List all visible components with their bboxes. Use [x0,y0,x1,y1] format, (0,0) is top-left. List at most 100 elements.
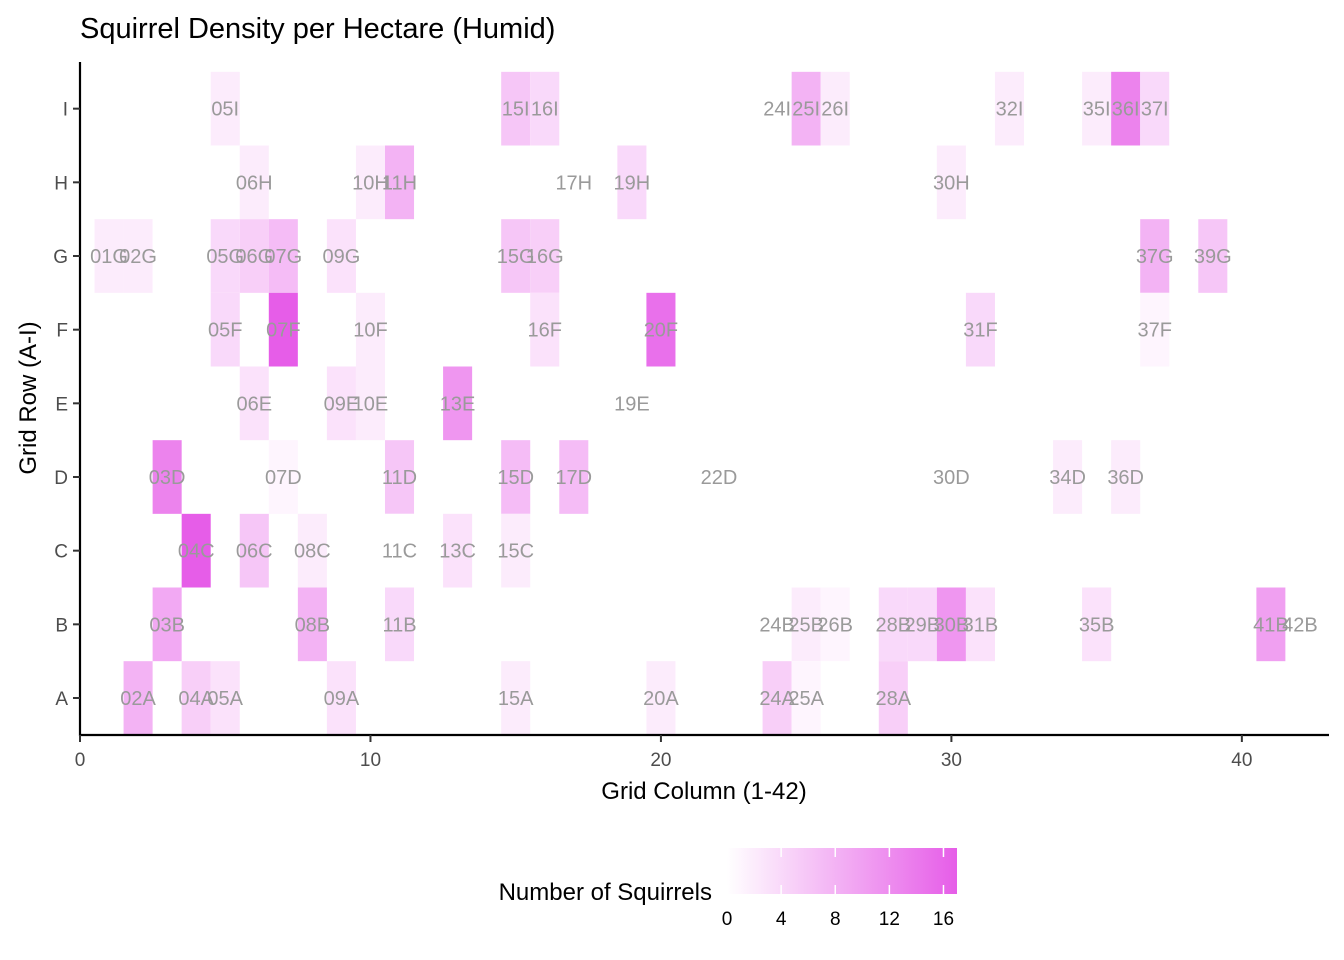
y-tick-label: F [56,321,68,342]
x-tick-label: 40 [1231,750,1252,771]
y-axis-ticks: A B C D E F G H I [53,100,80,710]
y-tick-label: I [63,100,68,121]
cell-label-20F: 20F [644,320,678,342]
heatmap-cell-24B [762,587,792,662]
heatmap-cell-15G [501,219,531,293]
cell-label-09E: 09E [324,393,360,415]
cell-label-07G: 07G [264,246,302,268]
heatmap-cell-16F [530,292,560,367]
cell-label-06E: 06E [236,393,272,415]
chart-title: Squirrel Density per Hectare (Humid) [80,13,555,45]
cell-label-04A: 04A [178,688,214,710]
cell-label-05F: 05F [208,320,242,342]
cell-label-19H: 19H [614,172,651,194]
heatmap-cell-26I [820,71,850,146]
cell-label-42B: 42B [1282,614,1318,636]
cell-label-25B: 25B [788,614,824,636]
heatmap-cell-20F [646,292,676,367]
cell-label-02A: 02A [120,688,156,710]
heatmap-cell-30D [936,440,966,514]
heatmap-cell-39G [1198,219,1228,293]
heatmap-cell-17D [559,440,589,514]
heatmap-cell-15I [501,71,531,146]
cell-label-07D: 07D [265,467,302,489]
legend-title: Number of Squirrels [499,879,712,906]
cell-label-08B: 08B [295,614,331,636]
cell-label-30B: 30B [934,614,970,636]
y-tick-label: G [53,247,68,268]
cell-label-17H: 17H [555,172,592,194]
heatmap-cell-07F [268,292,298,367]
heatmap-cells [94,71,1315,735]
cell-label-07F: 07F [266,320,300,342]
heatmap-cell-08C [297,513,327,588]
cell-label-03D: 03D [149,467,186,489]
cell-label-11D: 11D [382,467,417,489]
legend-tick-label: 8 [830,909,841,930]
heatmap-cell-30H [936,145,966,220]
heatmap-cell-24I [762,71,792,146]
cell-label-10E: 10E [353,393,389,415]
y-tick-label: C [54,542,68,563]
heatmap-cell-11B [384,587,415,662]
heatmap-cell-01G [94,219,124,293]
heatmap-cell-05A [210,661,240,735]
cell-label-16F: 16F [528,320,562,342]
cell-label-35B: 35B [1079,614,1115,636]
heatmap-cell-16I [530,71,560,146]
cell-label-06H: 06H [236,172,273,194]
cell-label-37G: 37G [1136,246,1174,268]
y-tick-label: A [55,689,68,710]
cell-label-10H: 10H [352,172,389,194]
y-tick-label: H [54,173,68,194]
heatmap-cell-30B [936,587,966,662]
cell-label-19E: 19E [614,393,650,415]
cell-label-15I: 15I [502,99,530,121]
cell-label-31B: 31B [963,614,999,636]
cell-label-32I: 32I [996,99,1024,121]
legend: Number of Squirrels 0 4 8 12 16 [499,848,957,930]
heatmap-cell-09A [326,661,356,735]
heatmap-cell-05F [210,292,240,367]
cell-label-13E: 13E [440,393,476,415]
legend-tick-label: 4 [776,909,787,930]
cell-label-26B: 26B [817,614,853,636]
cell-label-37F: 37F [1137,320,1171,342]
cell-label-25A: 25A [788,688,824,710]
heatmap-cell-15D [501,440,531,514]
heatmap-cell-37G [1140,219,1170,293]
heatmap-cell-36I [1111,71,1141,146]
cell-label-11B: 11B [382,614,416,636]
legend-colorbar [727,848,957,894]
heatmap-cell-08B [297,587,327,662]
heatmap-cell-15A [501,661,531,735]
x-axis-label: Grid Column (1-42) [601,778,806,805]
legend-ticks: 0 4 8 12 16 [722,848,954,930]
heatmap-cell-42B [1285,587,1315,662]
heatmap-cell-03D [152,440,182,514]
heatmap-cell-16G [530,219,560,293]
cell-label-16G: 16G [526,246,564,268]
heatmap-cell-06G [239,219,269,293]
heatmap-cell-05I [210,71,240,146]
heatmap-cell-19H [617,145,647,220]
heatmap-cell-13E [443,366,473,441]
cell-label-37I: 37I [1141,99,1169,121]
cell-label-24B: 24B [759,614,795,636]
heatmap-cell-25A [791,661,821,735]
x-tick-label: 10 [360,750,381,771]
cell-label-10F: 10F [353,320,387,342]
heatmap-cell-10H [355,145,385,220]
x-tick-label: 30 [941,750,962,771]
cell-label-05A: 05A [207,688,243,710]
cell-label-04C: 04C [178,541,215,563]
cell-label-24I: 24I [763,99,791,121]
heatmap-cell-06H [239,145,269,220]
heatmap-cell-11H [384,145,415,220]
y-tick-label: E [55,394,68,415]
cell-label-13C: 13C [439,541,476,563]
x-axis-ticks: 0 10 20 30 40 [75,735,1252,771]
cell-label-06G: 06G [235,246,273,268]
